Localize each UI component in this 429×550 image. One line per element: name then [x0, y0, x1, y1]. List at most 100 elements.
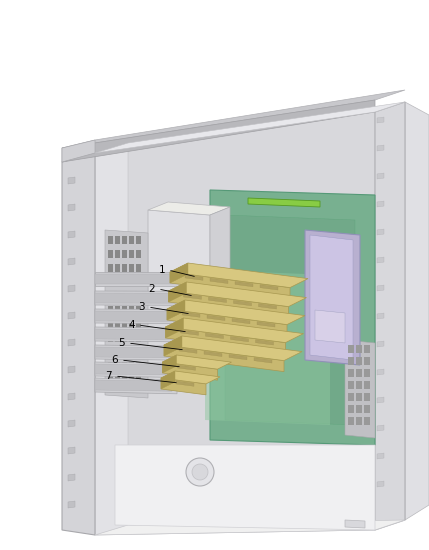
Polygon shape [148, 210, 210, 300]
Polygon shape [375, 102, 405, 530]
Polygon shape [148, 202, 230, 215]
Polygon shape [169, 282, 187, 302]
Polygon shape [356, 393, 362, 401]
Polygon shape [95, 309, 186, 323]
Text: 5: 5 [118, 338, 125, 348]
Polygon shape [115, 445, 375, 530]
Polygon shape [129, 306, 134, 314]
Polygon shape [129, 348, 134, 356]
Polygon shape [136, 334, 141, 342]
Polygon shape [115, 362, 120, 370]
Polygon shape [364, 369, 370, 377]
Polygon shape [68, 285, 75, 292]
Polygon shape [136, 278, 141, 286]
Polygon shape [163, 362, 218, 380]
Polygon shape [115, 264, 120, 272]
Polygon shape [348, 345, 354, 353]
Polygon shape [161, 378, 206, 395]
Polygon shape [95, 102, 405, 153]
Polygon shape [115, 292, 120, 300]
Polygon shape [62, 100, 375, 162]
Polygon shape [364, 345, 370, 353]
Polygon shape [164, 336, 182, 356]
Polygon shape [136, 362, 141, 370]
Polygon shape [169, 291, 288, 317]
Polygon shape [115, 250, 120, 258]
Polygon shape [62, 153, 95, 535]
Polygon shape [108, 376, 113, 384]
Polygon shape [129, 250, 134, 258]
Polygon shape [377, 257, 384, 263]
Polygon shape [136, 236, 141, 244]
Polygon shape [68, 366, 75, 373]
Polygon shape [136, 376, 141, 384]
Polygon shape [115, 348, 120, 356]
Polygon shape [95, 329, 178, 339]
Polygon shape [129, 292, 134, 300]
Polygon shape [364, 417, 370, 425]
Polygon shape [166, 318, 184, 338]
Polygon shape [95, 274, 185, 284]
Polygon shape [136, 320, 141, 328]
Polygon shape [108, 236, 113, 244]
Polygon shape [377, 425, 384, 431]
Polygon shape [377, 369, 384, 375]
Polygon shape [229, 354, 247, 360]
Polygon shape [377, 341, 384, 347]
Polygon shape [356, 405, 362, 413]
Polygon shape [377, 117, 384, 123]
Polygon shape [310, 235, 353, 360]
Polygon shape [95, 327, 183, 342]
Polygon shape [377, 313, 384, 319]
Polygon shape [405, 102, 429, 520]
Polygon shape [122, 376, 127, 384]
Polygon shape [348, 357, 354, 365]
Polygon shape [95, 293, 183, 303]
Polygon shape [95, 311, 181, 321]
Polygon shape [95, 380, 172, 391]
Polygon shape [205, 270, 330, 425]
Polygon shape [68, 447, 75, 454]
Polygon shape [179, 348, 197, 353]
Text: 6: 6 [112, 355, 118, 365]
Polygon shape [122, 348, 127, 356]
Polygon shape [128, 112, 375, 530]
Polygon shape [176, 381, 194, 386]
Polygon shape [95, 112, 375, 535]
Polygon shape [68, 177, 75, 184]
Polygon shape [356, 345, 362, 353]
Polygon shape [364, 357, 370, 365]
Polygon shape [129, 278, 134, 286]
Polygon shape [95, 291, 188, 305]
Polygon shape [181, 330, 199, 336]
Polygon shape [163, 355, 176, 373]
Polygon shape [364, 381, 370, 389]
Polygon shape [167, 309, 287, 336]
Polygon shape [108, 306, 113, 314]
Polygon shape [256, 340, 274, 345]
Polygon shape [163, 355, 232, 369]
Polygon shape [95, 378, 177, 394]
Polygon shape [377, 173, 384, 179]
Polygon shape [348, 405, 354, 413]
Polygon shape [161, 371, 175, 389]
Polygon shape [315, 310, 345, 343]
Polygon shape [210, 207, 230, 300]
Polygon shape [122, 320, 127, 328]
Circle shape [192, 464, 208, 480]
Polygon shape [377, 453, 384, 459]
Polygon shape [129, 362, 134, 370]
Polygon shape [122, 278, 127, 286]
Polygon shape [257, 322, 275, 327]
Polygon shape [115, 278, 120, 286]
Polygon shape [356, 369, 362, 377]
Polygon shape [105, 230, 148, 398]
Polygon shape [164, 345, 284, 372]
Polygon shape [68, 339, 75, 346]
Polygon shape [167, 300, 305, 324]
Polygon shape [122, 292, 127, 300]
Polygon shape [178, 365, 196, 370]
Polygon shape [68, 231, 75, 238]
Polygon shape [62, 90, 405, 148]
Text: 3: 3 [139, 302, 145, 312]
